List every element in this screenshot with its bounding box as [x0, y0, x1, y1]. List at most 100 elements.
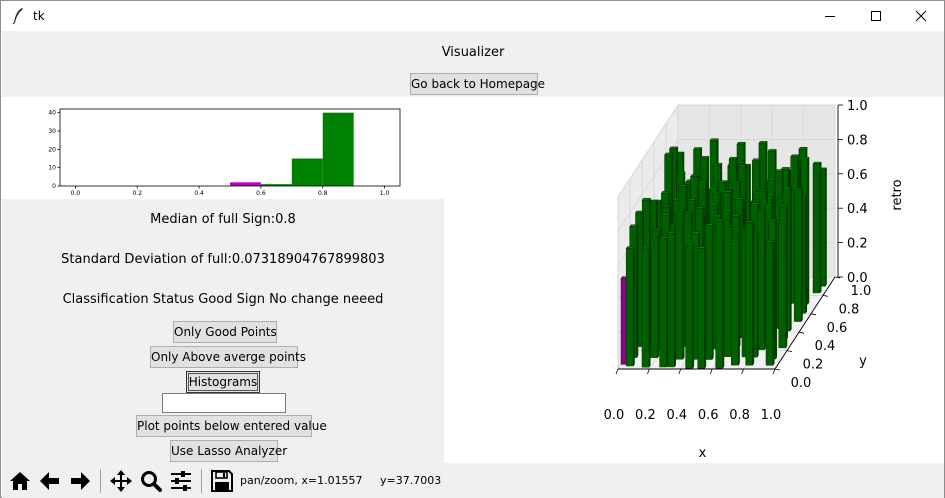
y-tick-label: 0 [52, 183, 56, 190]
bar-top-face [778, 220, 788, 224]
bar-top-face [661, 213, 671, 216]
bar-front-face [667, 232, 675, 368]
bar-front-face [715, 220, 724, 369]
histogram-bar [322, 112, 354, 186]
histogram-bar [291, 158, 323, 186]
x-tick [741, 368, 744, 375]
zoom-button[interactable] [137, 467, 165, 495]
bar-top-face [713, 162, 723, 166]
bar3d-bar [730, 238, 741, 366]
bar-top-face [812, 161, 822, 165]
home-button[interactable] [6, 467, 34, 495]
bar-front-face [778, 222, 787, 349]
bar-top-face [667, 231, 677, 234]
bar-top-face [774, 169, 784, 172]
bar-side-face [657, 233, 660, 359]
bar-top-face [678, 184, 688, 187]
bar3d-bar [745, 219, 755, 367]
x-tick-label: 1.0 [380, 190, 390, 197]
toolbar-separator [100, 469, 101, 493]
bar-top-face [687, 198, 697, 201]
x-tick [615, 368, 619, 375]
only-above-average-button[interactable]: Only Above averge points [150, 346, 306, 368]
sliders-icon [171, 471, 191, 491]
maximize-icon [871, 11, 881, 21]
pan-button[interactable] [107, 467, 135, 495]
bar-top-face [664, 152, 674, 156]
back-home-button[interactable]: Go back to Homepage [410, 73, 545, 95]
bar3d-svg: 0.0 0.2 0.4 0.6 0.8 1.00.00.20.40.60.81.00.00… [604, 99, 905, 461]
x-tick-label: 0.8 [318, 190, 328, 197]
x-tick-label: 0.2 [132, 190, 142, 197]
y-tick-label: 0.6 [827, 321, 848, 336]
bar3d-bar [667, 230, 677, 368]
toolbar-separator [201, 469, 202, 493]
x-tick-label: 0.6 [698, 408, 719, 423]
bar-top-face [704, 223, 714, 226]
bar-side-face [756, 231, 759, 358]
bar-top-face [722, 209, 732, 212]
bar3d-bar [650, 233, 660, 359]
bar-front-face [697, 248, 705, 369]
save-figure-button[interactable] [208, 467, 236, 495]
bar-top-face [800, 156, 810, 160]
minimize-button[interactable] [807, 1, 853, 31]
y-tick [798, 331, 805, 334]
configure-subplots-button[interactable] [167, 467, 195, 495]
z-tick-label: 0.0 [847, 271, 868, 286]
bar-side-face [738, 238, 740, 366]
bar3d-chart[interactable]: 0.0 0.2 0.4 0.6 0.8 1.0 0.0 0.2 0.4 0.6 0.8 1.0 0.0 0… [444, 97, 944, 463]
bar-top-face [635, 210, 645, 214]
bar-top-face [625, 246, 635, 249]
floppy-disk-icon [211, 470, 233, 492]
z-axis-label: retro [890, 179, 905, 210]
arrow-right-icon [71, 472, 90, 490]
bar-top-face [757, 208, 767, 212]
bar-top-face [675, 209, 685, 212]
y-tick-label: 0.8 [839, 302, 860, 317]
bar-top-face [723, 190, 733, 193]
bar-top-face [690, 174, 700, 177]
lasso-analyzer-button[interactable]: Use Lasso Analyzer [170, 440, 287, 462]
z-tick-label: 0.8 [847, 133, 868, 148]
y-tick [810, 313, 817, 316]
forward-button[interactable] [66, 467, 94, 495]
back-button[interactable] [36, 467, 64, 495]
only-good-points-button[interactable]: Only Good Points [173, 321, 277, 343]
maximize-button[interactable] [853, 1, 899, 31]
histograms-button[interactable]: Histograms [186, 371, 260, 393]
x-tick-label: 0.4 [666, 408, 687, 423]
header-panel: Visualizer Go back to Homepage [2, 31, 944, 97]
home-icon [10, 472, 30, 490]
page-title: Visualizer [441, 45, 505, 60]
median-label: Median of full Sign:0.8 [150, 212, 296, 227]
histogram-bar [260, 184, 292, 186]
y-tick-label: 0.2 [803, 358, 824, 373]
value-entry[interactable] [162, 393, 286, 413]
z-tick-label: 0.4 [847, 202, 868, 217]
bar-top-face [693, 147, 703, 150]
close-button[interactable] [898, 1, 944, 31]
bar-top-face [767, 149, 777, 152]
bar3d-bar [778, 220, 788, 349]
y-tick [774, 368, 781, 371]
bar-top-face [660, 191, 671, 194]
grid-line [617, 104, 679, 198]
y-tick-label: 10 [48, 165, 56, 172]
bar-top-face [779, 204, 789, 207]
bar-top-face [695, 206, 705, 209]
bar-top-face [745, 220, 755, 223]
bar-side-face [819, 161, 822, 294]
bar-front-face [650, 235, 659, 358]
y-tick-label: 1.0 [851, 284, 872, 299]
bar-side-face [704, 245, 707, 370]
bar3d-bar [812, 161, 822, 294]
bar-top-face [732, 180, 742, 184]
bar-top-face [723, 227, 733, 230]
arrow-left-icon [40, 472, 59, 490]
bar-top-face [793, 187, 803, 191]
bar-top-face [652, 228, 662, 231]
plot-below-value-button[interactable]: Plot points below entered value [136, 415, 327, 437]
bar-side-face [648, 245, 651, 369]
